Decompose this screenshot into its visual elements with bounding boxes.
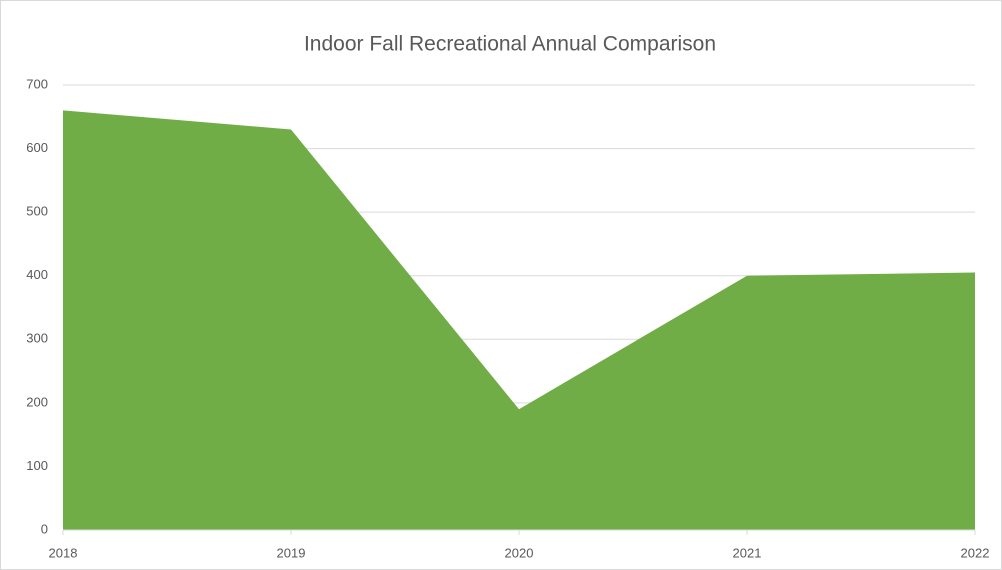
area: [63, 110, 975, 530]
y-tick-label: 400: [26, 267, 48, 282]
y-tick-label: 300: [26, 331, 48, 346]
y-tick-label: 0: [41, 521, 48, 536]
x-tick-label: 2018: [49, 545, 78, 560]
x-tick-label: 2022: [961, 545, 990, 560]
x-tick-label: 2019: [277, 545, 306, 560]
y-tick-label: 500: [26, 204, 48, 219]
x-tick-label: 2021: [733, 545, 762, 560]
y-tick-label: 600: [26, 140, 48, 155]
chart-title: Indoor Fall Recreational Annual Comparis…: [304, 33, 716, 56]
y-tick-label: 100: [26, 458, 48, 473]
x-tick-label: 2020: [505, 545, 534, 560]
y-tick-label: 700: [26, 76, 48, 91]
y-tick-label: 200: [26, 394, 48, 409]
